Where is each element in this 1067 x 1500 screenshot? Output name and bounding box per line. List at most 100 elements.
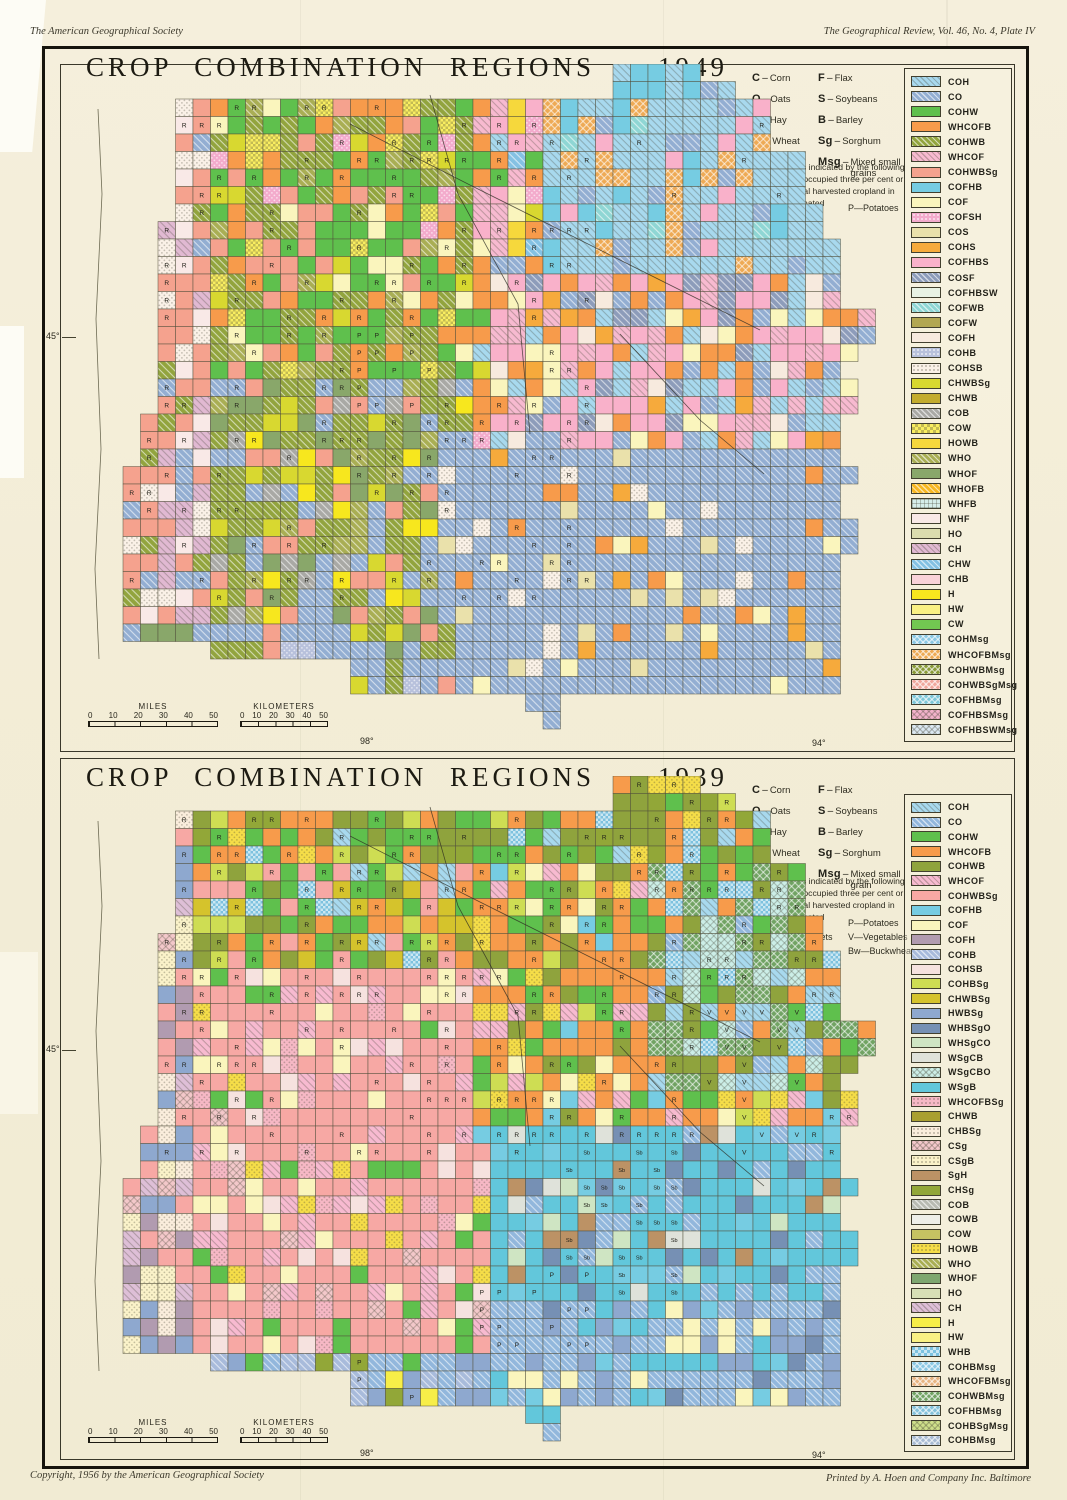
scalebar-tick: 30 xyxy=(158,1427,168,1436)
legend-swatch xyxy=(911,1375,941,1387)
legend-item: COFHBMsg xyxy=(911,1403,1011,1418)
svg-text:R: R xyxy=(374,905,379,912)
scalebar-tick: 50 xyxy=(209,711,218,720)
legend-swatch xyxy=(911,1022,941,1034)
svg-text:R: R xyxy=(689,1010,694,1017)
legend-swatch xyxy=(911,1258,941,1270)
svg-text:R: R xyxy=(637,1132,642,1139)
legend-label: COHBSg xyxy=(948,978,989,989)
svg-text:V: V xyxy=(795,1010,800,1017)
legend-item: COW xyxy=(911,421,1011,436)
svg-text:R: R xyxy=(497,1045,502,1052)
svg-text:R: R xyxy=(584,835,589,842)
scalebar-tick: 30 xyxy=(285,1427,295,1436)
crop-key-entry: S – Soybeans xyxy=(818,805,912,826)
svg-text:R: R xyxy=(532,595,537,602)
legend-swatch xyxy=(911,1317,941,1329)
svg-text:R: R xyxy=(217,473,222,480)
svg-text:R: R xyxy=(234,1150,239,1157)
legend-item: COW xyxy=(911,1227,1011,1242)
legend-item: COB xyxy=(911,1197,1011,1212)
svg-text:R: R xyxy=(532,315,537,322)
legend-label: CHWB xyxy=(948,1111,978,1122)
svg-text:Sb: Sb xyxy=(671,1273,678,1279)
svg-text:R: R xyxy=(392,193,397,200)
svg-text:R: R xyxy=(392,887,397,894)
legend-item: COSF xyxy=(911,270,1011,285)
crop-name: Soybeans xyxy=(835,806,878,817)
svg-text:R: R xyxy=(567,887,572,894)
svg-text:R: R xyxy=(549,263,554,270)
svg-text:R: R xyxy=(339,385,344,392)
svg-text:R: R xyxy=(164,385,169,392)
scalebar-tick: 0 xyxy=(240,1427,245,1436)
svg-text:R: R xyxy=(357,210,362,217)
journal-credit-right: The Geographical Review, Vol. 46, No. 4,… xyxy=(823,26,1035,37)
svg-text:R: R xyxy=(217,123,222,130)
svg-text:V: V xyxy=(742,1150,747,1157)
svg-text:R: R xyxy=(322,315,327,322)
svg-text:R: R xyxy=(392,1027,397,1034)
svg-text:R: R xyxy=(304,887,309,894)
svg-text:R: R xyxy=(392,140,397,147)
svg-text:R: R xyxy=(427,158,432,165)
svg-text:R: R xyxy=(497,595,502,602)
latitude-tick xyxy=(62,1050,76,1051)
svg-text:Sb: Sb xyxy=(671,1238,678,1244)
legend-swatch xyxy=(911,875,941,887)
svg-text:P: P xyxy=(375,333,379,340)
legend-label: COHWB xyxy=(948,136,986,147)
svg-text:R: R xyxy=(182,957,187,964)
svg-text:R: R xyxy=(532,1010,537,1017)
svg-text:R: R xyxy=(287,525,292,532)
svg-text:R: R xyxy=(707,817,712,824)
legend-item: COFHBS xyxy=(911,255,1011,270)
svg-text:R: R xyxy=(392,473,397,480)
crop-name: Hay xyxy=(769,827,787,838)
scalebar-tick: 40 xyxy=(302,1427,312,1436)
svg-text:Sb: Sb xyxy=(636,1221,643,1227)
svg-text:R: R xyxy=(199,992,204,999)
svg-text:Sb: Sb xyxy=(583,1203,590,1209)
svg-text:R: R xyxy=(357,1150,362,1157)
svg-text:R: R xyxy=(567,175,572,182)
svg-text:R: R xyxy=(357,438,362,445)
svg-text:R: R xyxy=(234,508,239,515)
svg-text:R: R xyxy=(462,263,467,270)
scalebar-bar xyxy=(88,1437,218,1443)
dash: – xyxy=(834,136,841,147)
svg-text:R: R xyxy=(742,922,747,929)
svg-text:R: R xyxy=(497,403,502,410)
legend-label: COHW xyxy=(948,106,979,117)
legend-swatch xyxy=(911,801,941,813)
svg-text:Sb: Sb xyxy=(653,1168,660,1174)
svg-text:R: R xyxy=(549,228,554,235)
legend-swatch xyxy=(911,1066,941,1078)
legend-label: CH xyxy=(948,543,962,554)
svg-text:R: R xyxy=(777,887,782,894)
legend-item: CHSg xyxy=(911,1183,1011,1198)
legend-item: CHB xyxy=(911,572,1011,587)
svg-text:R: R xyxy=(479,975,484,982)
legend-label: WHSgCO xyxy=(948,1037,991,1048)
scalebar-tick: 0 xyxy=(88,1427,93,1436)
legend-label: WHOF xyxy=(948,1273,978,1284)
svg-text:R: R xyxy=(759,123,764,130)
svg-text:R: R xyxy=(182,887,187,894)
svg-text:Sb: Sb xyxy=(618,1291,625,1297)
legend-item: WHCOFBMsg xyxy=(911,647,1011,662)
svg-text:R: R xyxy=(567,263,572,270)
svg-text:R: R xyxy=(182,543,187,550)
legend-label: COH xyxy=(948,802,970,813)
legend-swatch xyxy=(911,573,941,585)
svg-text:R: R xyxy=(339,595,344,602)
svg-text:V: V xyxy=(707,1080,712,1087)
legend-item: HW xyxy=(911,1330,1011,1345)
dash: – xyxy=(834,848,841,859)
legend-swatch xyxy=(911,1361,941,1373)
svg-text:R: R xyxy=(182,403,187,410)
svg-text:R: R xyxy=(322,385,327,392)
svg-text:R: R xyxy=(602,957,607,964)
legend-item: COH xyxy=(911,74,1011,89)
legend-swatch xyxy=(911,166,941,178)
